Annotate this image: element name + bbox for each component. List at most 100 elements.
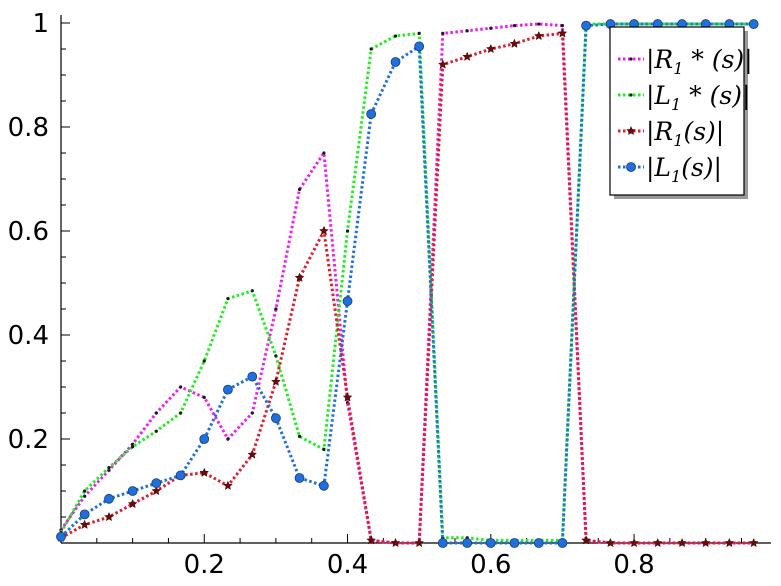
- data-point: [677, 537, 687, 548]
- data-point: [131, 445, 135, 449]
- legend-marker: [626, 125, 636, 136]
- data-point: [629, 537, 639, 548]
- data-point: [294, 473, 305, 483]
- data-point: [154, 411, 158, 415]
- x-tick-label: 0.2: [184, 550, 225, 580]
- data-point: [56, 531, 66, 542]
- data-point: [250, 411, 254, 415]
- data-point: [485, 43, 496, 54]
- data-point: [581, 535, 591, 545]
- data-point: [297, 434, 302, 438]
- data-point: [342, 296, 353, 307]
- data-point: [489, 26, 493, 30]
- x-tick-label: 0.6: [470, 550, 511, 580]
- axes: 0.2 0.4 0.6 0.8 0.2 0.4 0.6 0.8 1: [8, 9, 771, 580]
- data-point: [131, 442, 135, 446]
- data-point: [318, 225, 329, 236]
- data-point: [127, 498, 138, 509]
- data-point: [154, 429, 158, 433]
- legend-label: |R1 * (s)|: [646, 45, 753, 78]
- data-point: [179, 385, 183, 389]
- data-point: [537, 22, 541, 26]
- data-point: [512, 24, 517, 28]
- data-point: [270, 376, 281, 386]
- data-point: [533, 538, 544, 548]
- legend-label: |L1 * (s)|: [646, 81, 750, 114]
- series-line: [59, 22, 754, 545]
- data-point: [83, 494, 87, 498]
- data-point: [151, 485, 162, 496]
- data-point: [748, 537, 759, 548]
- data-point: [533, 30, 544, 41]
- y-tick-label: 0.2: [8, 425, 49, 455]
- legend-label: |L1(s)|: [646, 153, 722, 186]
- y-tick-label: 0.8: [8, 113, 49, 143]
- data-point: [485, 538, 496, 548]
- data-point: [107, 466, 111, 470]
- data-point: [294, 272, 305, 282]
- data-point: [724, 537, 735, 548]
- data-point: [393, 34, 398, 38]
- data-point: [274, 307, 278, 311]
- data-point: [297, 187, 302, 191]
- data-point: [250, 289, 254, 293]
- legend: |R1 * (s)||L1 * (s)||R1(s)||L1(s)|: [609, 26, 753, 199]
- data-point: [79, 509, 90, 520]
- legend-marker: [629, 93, 633, 97]
- data-point: [107, 468, 111, 472]
- legend-item: |R1(s)|: [618, 117, 724, 150]
- data-point: [557, 28, 568, 38]
- data-point: [179, 411, 183, 415]
- data-point: [202, 395, 206, 399]
- data-point: [509, 538, 520, 548]
- data-point: [223, 384, 233, 395]
- data-point: [560, 24, 565, 28]
- data-point: [414, 41, 425, 52]
- legend-item: |R1 * (s)|: [618, 45, 753, 78]
- data-point: [274, 354, 278, 358]
- y-tick-label: 0.6: [8, 217, 49, 247]
- data-point: [226, 297, 230, 301]
- data-point: [322, 151, 326, 155]
- data-point: [652, 537, 663, 548]
- data-point: [104, 511, 114, 522]
- data-point: [366, 109, 377, 119]
- data-point: [417, 31, 421, 35]
- data-point: [104, 493, 114, 504]
- data-point: [465, 29, 469, 33]
- data-point: [390, 537, 401, 548]
- x-tick-label: 0.4: [327, 550, 368, 580]
- legend-marker: [629, 57, 633, 61]
- data-point: [414, 537, 425, 548]
- data-point: [222, 480, 233, 490]
- legend-item: |L1(s)|: [618, 153, 722, 186]
- data-point: [127, 486, 138, 496]
- data-point: [151, 478, 162, 489]
- data-point: [462, 538, 473, 548]
- data-point: [247, 371, 258, 382]
- series-4: [56, 19, 759, 548]
- data-point: [345, 229, 350, 233]
- legend-marker: [626, 162, 636, 172]
- data-point: [441, 31, 445, 35]
- legend-label: |R1(s)|: [646, 117, 724, 150]
- data-point: [369, 47, 373, 51]
- data-point: [437, 59, 448, 69]
- data-point: [322, 447, 326, 451]
- data-point: [247, 449, 258, 459]
- data-point: [270, 413, 281, 424]
- data-point: [390, 57, 401, 67]
- data-point: [342, 392, 353, 402]
- data-point: [175, 470, 186, 481]
- y-tick-label: 1: [32, 9, 49, 39]
- data-point: [581, 20, 591, 31]
- legend-item: |L1 * (s)|: [618, 81, 750, 114]
- data-point: [226, 437, 230, 441]
- y-tick-label: 0.4: [8, 321, 49, 351]
- data-point: [437, 538, 448, 548]
- data-point: [462, 51, 473, 61]
- data-point: [318, 480, 329, 491]
- data-point: [199, 434, 210, 444]
- data-point: [509, 38, 520, 48]
